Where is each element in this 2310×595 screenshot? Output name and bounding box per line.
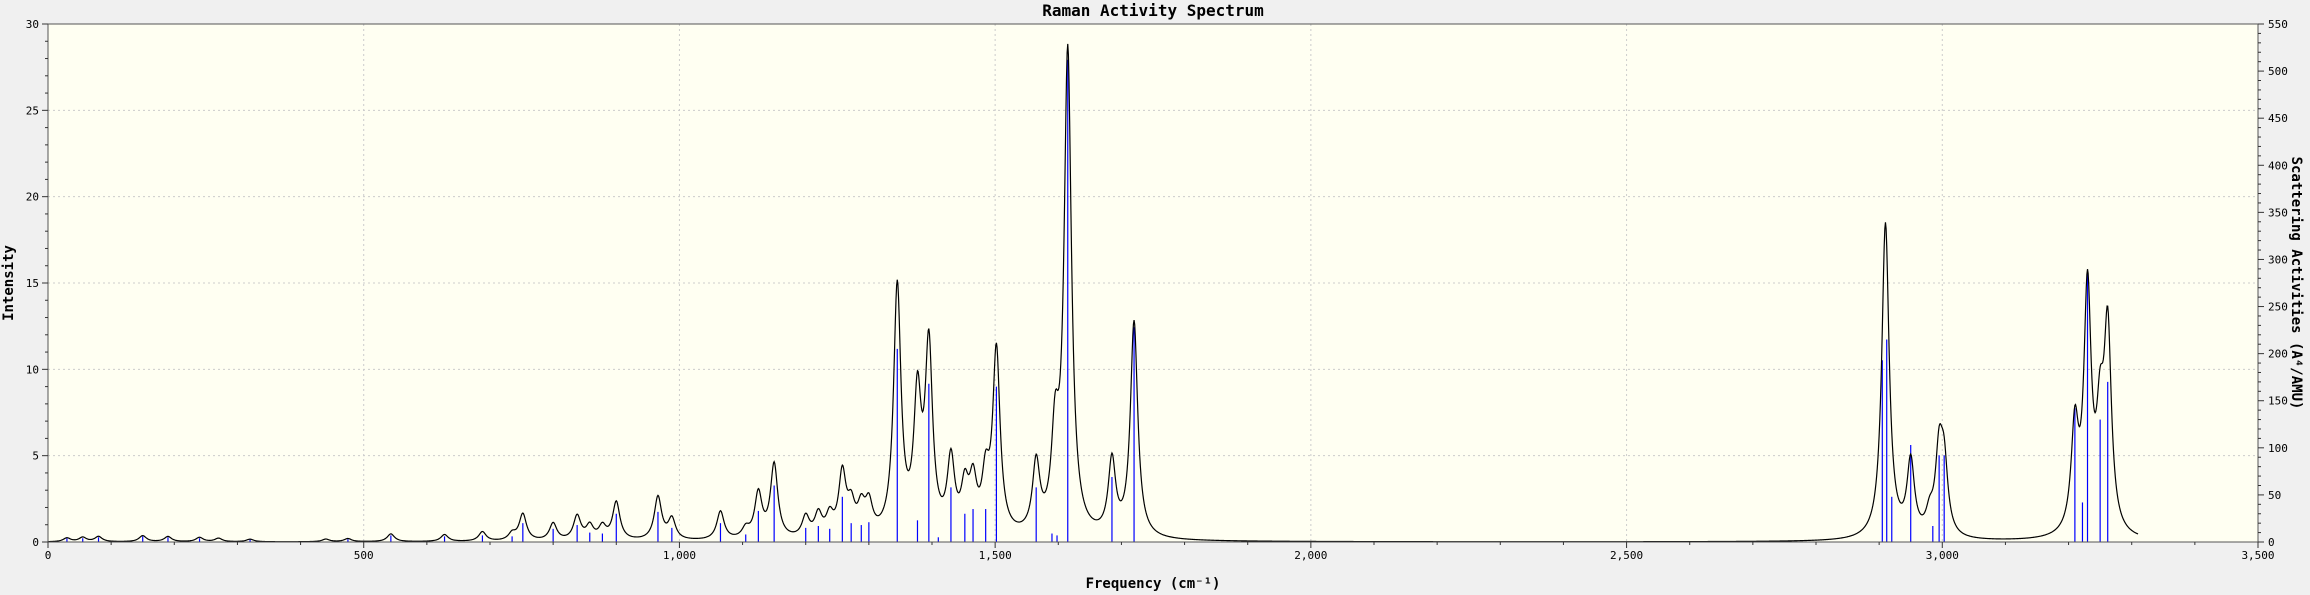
y-tick-label: 5 (32, 450, 39, 463)
y2-tick-label: 500 (2268, 65, 2288, 78)
y-tick-label: 25 (26, 104, 39, 117)
y2-tick-label: 0 (2268, 536, 2275, 549)
x-tick-label: 500 (354, 549, 374, 562)
y2-tick-label: 250 (2268, 301, 2288, 314)
x-tick-label: 1,500 (979, 549, 1012, 562)
y2-tick-label: 50 (2268, 489, 2281, 502)
x-axis-title: Frequency (cm⁻¹) (1086, 576, 1221, 592)
y-tick-label: 20 (26, 191, 39, 204)
y-tick-label: 0 (32, 536, 39, 549)
y2-tick-label: 550 (2268, 18, 2288, 31)
y2-tick-label: 300 (2268, 253, 2288, 266)
y-tick-label: 10 (26, 363, 39, 376)
y2-tick-label: 400 (2268, 159, 2288, 172)
y-tick-label: 15 (26, 277, 39, 290)
y-axis-right: 0 50 100 150 200 250 300 350 400 450 500 550 (2258, 18, 2288, 549)
x-axis: 0 500 1,000 1,500 2,000 2,500 3,000 3,500 (45, 542, 2275, 562)
x-tick-label: 1,000 (663, 549, 696, 562)
y-axis-title: Intensity (1, 245, 17, 321)
y2-tick-label: 450 (2268, 112, 2288, 125)
stick-lines-series (66, 59, 2109, 542)
y2-axis-title: Scattering Activities (A⁴/AMU) (2288, 157, 2304, 410)
x-tick-label: 3,500 (2241, 549, 2274, 562)
y2-tick-label: 350 (2268, 206, 2288, 219)
y-tick-label: 30 (26, 18, 39, 31)
x-tick-label: 0 (45, 549, 52, 562)
y2-tick-label: 100 (2268, 442, 2288, 455)
chart-title: Raman Activity Spectrum (1042, 1, 1264, 20)
x-tick-label: 2,000 (1294, 549, 1327, 562)
spectrum-curve (47, 43, 2139, 543)
y2-tick-label: 200 (2268, 348, 2288, 361)
x-tick-label: 2,500 (1610, 549, 1643, 562)
y2-tick-label: 150 (2268, 395, 2288, 408)
x-tick-label: 3,000 (1926, 549, 1959, 562)
y-axis-left: 0 5 10 15 20 25 30 (26, 18, 48, 549)
